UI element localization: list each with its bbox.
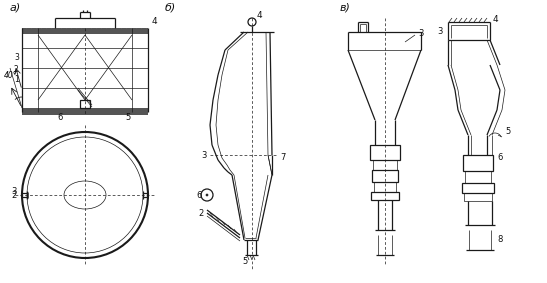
Text: 7: 7 bbox=[280, 153, 286, 162]
Text: 2: 2 bbox=[14, 65, 19, 74]
Bar bbox=[22, 28, 148, 34]
Text: в): в) bbox=[340, 3, 351, 13]
Text: 5: 5 bbox=[125, 113, 131, 123]
Text: 8: 8 bbox=[497, 235, 502, 245]
Text: а): а) bbox=[10, 3, 21, 13]
Text: 6: 6 bbox=[196, 190, 202, 200]
Bar bbox=[463, 155, 493, 171]
Text: 3: 3 bbox=[11, 186, 17, 196]
Text: 4: 4 bbox=[493, 16, 499, 25]
Bar bbox=[373, 160, 397, 170]
Text: 6: 6 bbox=[57, 113, 63, 123]
Text: 3: 3 bbox=[202, 151, 207, 160]
Bar bbox=[371, 192, 399, 200]
Text: б): б) bbox=[165, 3, 176, 13]
Text: 3: 3 bbox=[14, 53, 19, 63]
Bar bbox=[22, 108, 148, 115]
Bar bbox=[80, 100, 90, 108]
Text: 4: 4 bbox=[152, 18, 158, 27]
Bar bbox=[374, 182, 396, 192]
Bar bbox=[370, 145, 400, 160]
Text: 2: 2 bbox=[199, 209, 204, 218]
Text: 5: 5 bbox=[242, 258, 248, 267]
Text: 6: 6 bbox=[497, 153, 502, 162]
Bar bbox=[462, 183, 494, 193]
Text: 3: 3 bbox=[438, 27, 443, 37]
Bar bbox=[465, 171, 491, 183]
Text: 4: 4 bbox=[257, 12, 263, 20]
Text: 5: 5 bbox=[505, 128, 510, 136]
Bar bbox=[464, 193, 492, 201]
Bar bbox=[372, 170, 398, 182]
Text: 40°: 40° bbox=[4, 70, 18, 80]
Text: 1: 1 bbox=[14, 76, 19, 85]
Text: 2: 2 bbox=[11, 190, 17, 200]
Circle shape bbox=[206, 194, 208, 196]
Text: 3: 3 bbox=[418, 29, 423, 38]
